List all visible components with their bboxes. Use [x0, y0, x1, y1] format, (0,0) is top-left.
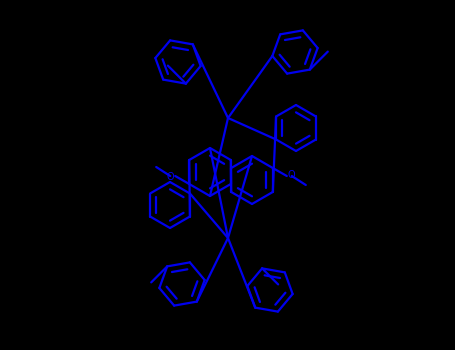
Text: O: O	[288, 170, 296, 180]
Text: O: O	[167, 172, 174, 182]
